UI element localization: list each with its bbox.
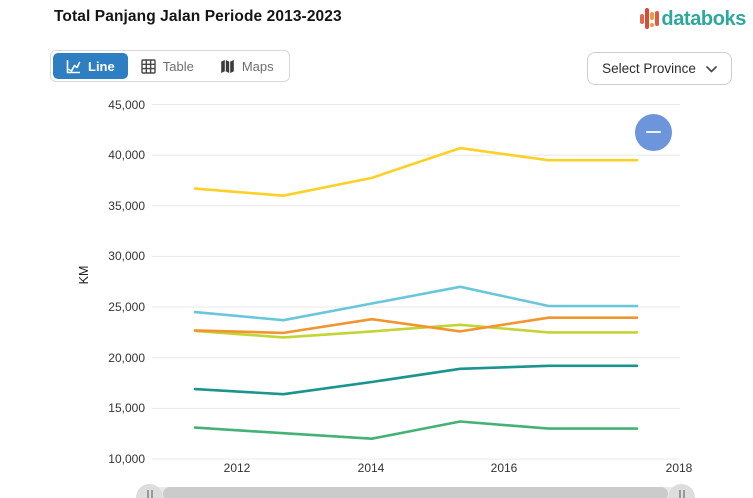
x-axis-tick-label: 2014 <box>357 461 385 475</box>
orange-line[interactable] <box>193 316 639 335</box>
maps-view-button[interactable]: Maps <box>207 53 287 79</box>
y-axis-tick-label: 10,000 <box>108 451 145 466</box>
x-axis-tick-label: 2012 <box>223 461 251 475</box>
lime-line[interactable] <box>193 323 639 339</box>
chevron-down-icon <box>706 61 717 76</box>
x-axis-tick-label: 2018 <box>665 461 693 475</box>
y-axis-tick-label: 25,000 <box>108 300 145 315</box>
scrollbar-left-handle[interactable] <box>136 484 163 498</box>
databoks-logo: databoks <box>640 6 746 32</box>
view-switcher: Line Table Maps <box>50 50 290 82</box>
line-chart-icon <box>66 59 81 74</box>
y-axis-tick-label: 15,000 <box>108 401 145 416</box>
maps-icon <box>220 59 235 74</box>
y-axis-tick-label: 40,000 <box>108 148 145 163</box>
chart-scrollbar-thumb[interactable] <box>163 487 668 498</box>
databoks-bars-icon <box>640 6 659 32</box>
y-axis-tick-label: 30,000 <box>108 249 145 264</box>
green-line[interactable] <box>193 420 639 441</box>
teal-line[interactable] <box>193 364 639 396</box>
databoks-wordmark: databoks <box>661 8 746 30</box>
y-axis-tick-label: 45,000 <box>108 97 145 112</box>
table-grid-icon <box>141 58 156 74</box>
yellow-line[interactable] <box>193 146 639 197</box>
y-axis-tick-label: 35,000 <box>108 198 145 213</box>
zoom-out-button[interactable] <box>635 114 672 151</box>
cyan-line[interactable] <box>193 285 639 322</box>
scrollbar-right-handle[interactable] <box>668 484 695 498</box>
y-axis-tick-label: 20,000 <box>108 350 145 365</box>
table-view-button[interactable]: Table <box>128 53 207 79</box>
province-select[interactable]: Select Province <box>587 52 732 85</box>
line-view-button[interactable]: Line <box>53 53 128 79</box>
page-title: Total Panjang Jalan Periode 2013-2023 <box>54 8 342 25</box>
x-axis-tick-label: 2016 <box>490 461 518 475</box>
